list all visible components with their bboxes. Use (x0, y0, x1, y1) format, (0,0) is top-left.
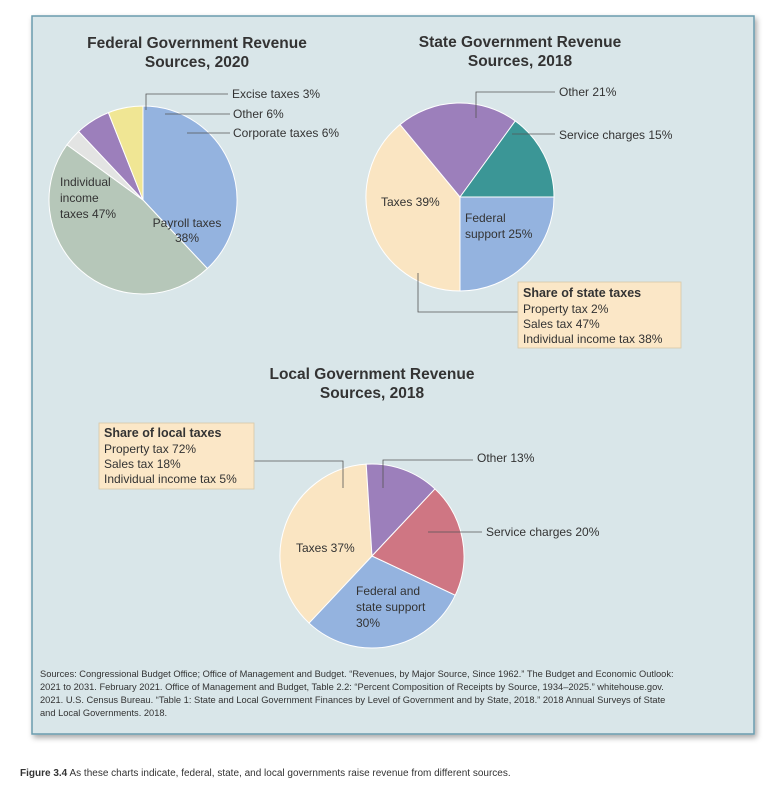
federal-other-label: Other 6% (233, 107, 284, 121)
local-title-line1: Local Government Revenue (269, 366, 474, 383)
state-share-item: Sales tax 47% (523, 317, 600, 331)
state-share-item: Property tax 2% (523, 302, 609, 316)
federal-payroll-label-line2: 38% (175, 231, 199, 245)
state-slice-other (399, 102, 516, 198)
sources-note: Sources: Congressional Budget Office; Of… (40, 669, 674, 718)
local-other-label: Other 13% (477, 451, 535, 465)
sources-line: Sources: Congressional Budget Office; Of… (40, 669, 674, 679)
federal-corporate-label: Corporate taxes 6% (233, 126, 339, 140)
local-slice-federal-and-state-support (308, 555, 456, 649)
state-pie (365, 102, 555, 292)
state-share-box (517, 281, 682, 349)
state-share-item: Individual income tax 38% (523, 332, 663, 346)
sources-line: 2021 to 2031. February 2021. Office of M… (40, 682, 664, 692)
federal-individual-label-line3: taxes 47% (60, 207, 116, 221)
local-service-label: Service charges 20% (486, 525, 600, 539)
local-share-box (98, 422, 255, 490)
federal-payroll-label-line1: Payroll taxes (153, 216, 222, 230)
federal-chart: Federal Government Revenue Sources, 2020… (48, 35, 339, 295)
state-title-line1: State Government Revenue (419, 34, 622, 51)
local-slice-service-charges (371, 488, 465, 596)
state-title-line2: Sources, 2018 (468, 53, 573, 70)
state-slice-federal-support (459, 196, 555, 292)
caption-text: As these charts indicate, federal, state… (67, 768, 511, 779)
state-taxes-label: Taxes 39% (381, 195, 440, 209)
local-slice-other (365, 463, 436, 558)
state-slice-taxes (365, 123, 461, 292)
sources-line: and Local Governments. 2018. (40, 708, 167, 718)
local-other-leader (382, 459, 473, 488)
local-slice-taxes (279, 463, 373, 624)
local-pie (279, 463, 465, 649)
state-share-box-title: Share of state taxes (523, 286, 641, 300)
local-box-leader (254, 460, 344, 488)
figure-label: Figure 3.4 (20, 768, 68, 779)
local-federal-label-line2: state support (356, 600, 426, 614)
sources-line: 2021. U.S. Census Bureau. “Table 1: Stat… (40, 695, 665, 705)
state-box-leader (417, 273, 518, 313)
local-taxes-label: Taxes 37% (296, 541, 355, 555)
state-federal-label-line2: support 25% (465, 227, 533, 241)
federal-individual-label-line2: income (60, 191, 99, 205)
state-chart: State Government Revenue Sources, 2018 T… (365, 34, 682, 349)
figure-caption: Figure 3.4 As these charts indicate, fed… (20, 768, 511, 779)
federal-title-line1: Federal Government Revenue (87, 35, 307, 52)
federal-slice-individual-income-taxes (48, 144, 209, 295)
federal-slice-payroll-taxes (142, 105, 238, 270)
local-federal-label-line3: 30% (356, 616, 380, 630)
local-title-line2: Sources, 2018 (320, 385, 425, 402)
federal-title-line2: Sources, 2020 (145, 54, 249, 71)
federal-pie (48, 105, 238, 295)
state-service-label: Service charges 15% (559, 128, 673, 142)
local-share-item: Sales tax 18% (104, 457, 181, 471)
local-federal-label-line1: Federal and (356, 584, 420, 598)
state-federal-label-line1: Federal (465, 211, 506, 225)
local-chart: Local Government Revenue Sources, 2018 T… (98, 366, 600, 649)
federal-excise-label: Excise taxes 3% (232, 87, 320, 101)
federal-individual-label-line1: Individual (60, 175, 111, 189)
local-share-item: Property tax 72% (104, 442, 196, 456)
state-slice-service-charges (459, 120, 555, 198)
state-other-label: Other 21% (559, 85, 617, 99)
local-share-box-title: Share of local taxes (104, 426, 221, 440)
state-other-leader (475, 91, 555, 118)
local-share-item: Individual income tax 5% (104, 472, 237, 486)
federal-excise-leader (145, 93, 228, 110)
federal-slice-corporate-taxes (107, 105, 144, 201)
